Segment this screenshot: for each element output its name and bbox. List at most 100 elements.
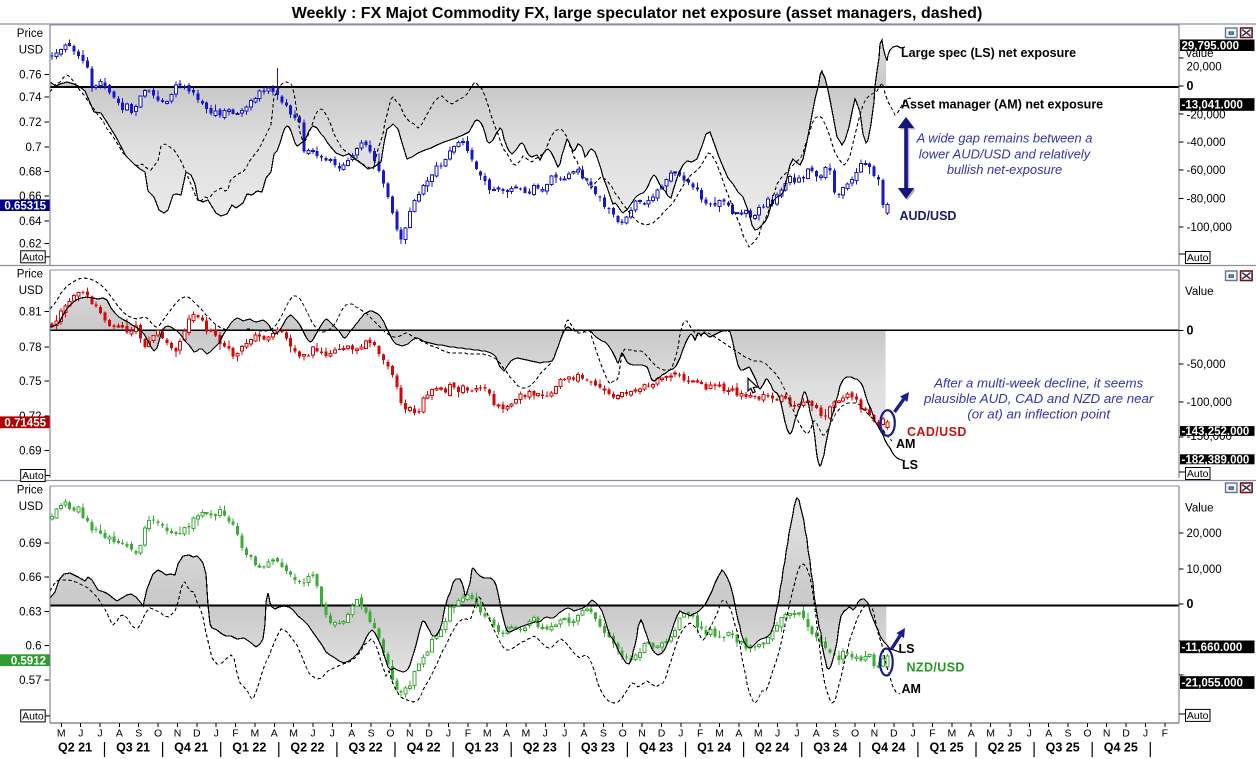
svg-text:0.6: 0.6: [26, 641, 42, 653]
svg-text:M: M: [754, 728, 763, 740]
svg-text:J: J: [794, 728, 799, 740]
svg-text:0.65315: 0.65315: [4, 200, 46, 212]
svg-text:Value: Value: [1185, 286, 1214, 298]
svg-text:A: A: [580, 728, 587, 740]
svg-text:lower AUD/USD and relatively: lower AUD/USD and relatively: [919, 146, 1092, 161]
svg-text:N: N: [871, 728, 879, 740]
svg-text:Value: Value: [1185, 503, 1214, 515]
svg-text:Price: Price: [17, 485, 43, 497]
svg-text:Q1 24: Q1 24: [697, 741, 731, 755]
svg-text:20,000: 20,000: [1187, 528, 1222, 540]
svg-text:AUD/USD: AUD/USD: [900, 209, 957, 223]
svg-text:plausible AUD, CAD and NZD are: plausible AUD, CAD and NZD are near: [923, 391, 1154, 406]
svg-text:A: A: [1045, 728, 1052, 740]
svg-text:Price: Price: [17, 28, 43, 40]
svg-text:J: J: [1007, 728, 1012, 740]
svg-text:J: J: [1143, 728, 1148, 740]
svg-text:-100,000: -100,000: [1187, 397, 1232, 409]
svg-text:-13,041.000: -13,041.000: [1182, 100, 1243, 112]
svg-text:O: O: [386, 728, 394, 740]
svg-text:J: J: [562, 728, 567, 740]
svg-text:0.71455: 0.71455: [4, 418, 46, 430]
svg-text:0.63: 0.63: [19, 607, 41, 619]
svg-text:F: F: [465, 728, 471, 740]
svg-text:J: J: [678, 728, 683, 740]
svg-text:A: A: [116, 728, 123, 740]
svg-text:J: J: [97, 728, 102, 740]
svg-text:LS: LS: [899, 642, 915, 656]
svg-text:D: D: [1122, 728, 1130, 740]
svg-text:LS: LS: [902, 458, 918, 472]
svg-text:-20,000: -20,000: [1187, 110, 1226, 122]
svg-text:N: N: [406, 728, 414, 740]
svg-text:-182,389.000: -182,389.000: [1182, 454, 1250, 466]
svg-text:M: M: [289, 728, 298, 740]
svg-text:Weekly : FX Majot Commodity FX: Weekly : FX Majot Commodity FX, large sp…: [292, 5, 983, 22]
svg-text:Auto: Auto: [1187, 468, 1209, 480]
svg-text:J: J: [214, 728, 219, 740]
svg-text:0.64: 0.64: [19, 216, 42, 228]
svg-text:F: F: [929, 728, 935, 740]
svg-text:Q3 23: Q3 23: [581, 741, 615, 755]
svg-text:Q2 23: Q2 23: [523, 741, 557, 755]
svg-text:Q2 21: Q2 21: [58, 741, 92, 755]
svg-text:Q4 23: Q4 23: [639, 741, 673, 755]
svg-text:-80,000: -80,000: [1187, 194, 1226, 206]
svg-text:-21,055.000: -21,055.000: [1182, 678, 1243, 690]
svg-text:-143,252.000: -143,252.000: [1182, 426, 1250, 438]
svg-text:0: 0: [1187, 597, 1194, 611]
svg-text:A: A: [813, 728, 820, 740]
svg-text:F: F: [1162, 728, 1168, 740]
svg-text:Q2 24: Q2 24: [755, 741, 789, 755]
svg-text:A wide gap remains between a: A wide gap remains between a: [916, 131, 1093, 146]
svg-text:0.75: 0.75: [19, 376, 41, 388]
svg-text:O: O: [154, 728, 162, 740]
svg-text:Q1 25: Q1 25: [929, 741, 963, 755]
svg-text:0: 0: [1187, 324, 1194, 338]
svg-text:NZD/USD: NZD/USD: [907, 661, 965, 675]
svg-text:F: F: [232, 728, 238, 740]
svg-text:-60,000: -60,000: [1187, 165, 1226, 177]
svg-text:D: D: [193, 728, 201, 740]
svg-text:M: M: [986, 728, 995, 740]
svg-text:-11,660.000: -11,660.000: [1182, 642, 1243, 654]
svg-text:Q3 22: Q3 22: [348, 741, 382, 755]
svg-text:Asset manager (AM) net exposur: Asset manager (AM) net exposure: [901, 98, 1103, 112]
svg-text:Q1 23: Q1 23: [465, 741, 499, 755]
svg-text:A: A: [968, 728, 975, 740]
svg-text:Auto: Auto: [22, 470, 44, 482]
svg-text:S: S: [832, 728, 839, 740]
svg-text:0.62: 0.62: [19, 239, 41, 251]
svg-text:0.76: 0.76: [19, 70, 41, 82]
svg-text:-40,000: -40,000: [1187, 137, 1226, 149]
svg-text:Large spec (LS) net exposure: Large spec (LS) net exposure: [901, 46, 1076, 60]
svg-text:F: F: [697, 728, 703, 740]
svg-text:A: A: [348, 728, 355, 740]
svg-text:Price: Price: [17, 269, 43, 281]
svg-text:S: S: [600, 728, 607, 740]
svg-text:0.66: 0.66: [19, 572, 41, 584]
svg-text:29,795.000: 29,795.000: [1182, 40, 1240, 52]
svg-text:USD: USD: [19, 501, 43, 513]
svg-text:bullish net-exposure: bullish net-exposure: [947, 162, 1062, 177]
svg-text:USD: USD: [19, 285, 43, 297]
svg-text:0.5912: 0.5912: [11, 655, 46, 667]
svg-text:J: J: [1027, 728, 1032, 740]
svg-text:(or at) an inflection point: (or at) an inflection point: [967, 407, 1111, 422]
svg-text:After a multi-week decline, it: After a multi-week decline, it seems: [933, 375, 1143, 390]
svg-text:N: N: [1103, 728, 1111, 740]
svg-text:J: J: [446, 728, 451, 740]
svg-text:0.68: 0.68: [19, 167, 41, 179]
svg-text:AM: AM: [902, 682, 921, 696]
svg-text:M: M: [522, 728, 531, 740]
svg-text:Auto: Auto: [22, 251, 44, 263]
svg-text:D: D: [658, 728, 666, 740]
svg-text:J: J: [543, 728, 548, 740]
svg-text:Auto: Auto: [22, 711, 44, 723]
svg-text:A: A: [271, 728, 278, 740]
svg-text:Q2 25: Q2 25: [988, 741, 1022, 755]
svg-text:Q3 21: Q3 21: [116, 741, 150, 755]
svg-text:20,000: 20,000: [1187, 62, 1222, 74]
svg-text:A: A: [503, 728, 510, 740]
svg-text:N: N: [638, 728, 646, 740]
